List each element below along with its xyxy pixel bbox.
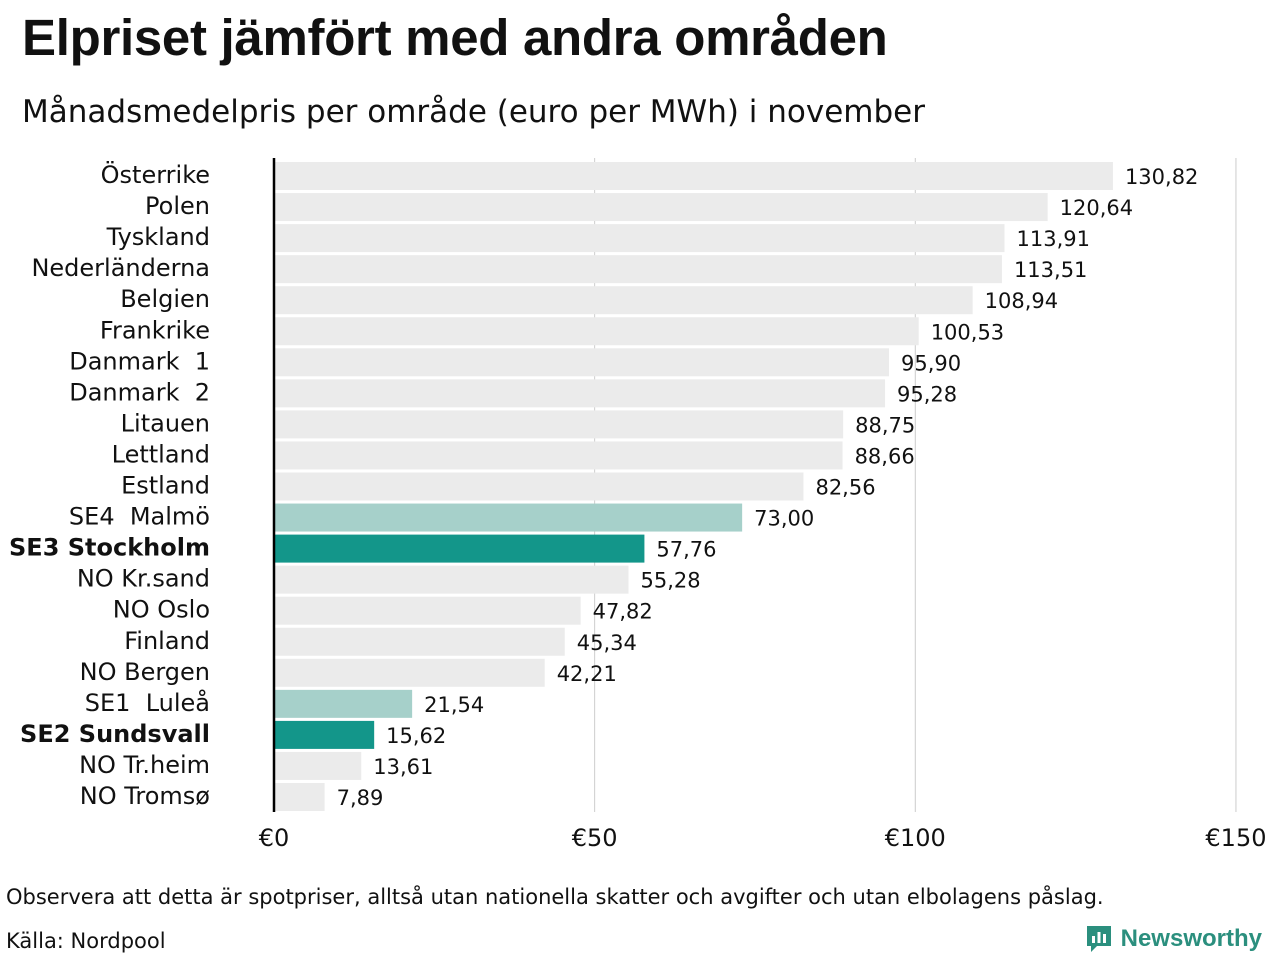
category-label: SE1 Luleå [85,688,210,717]
data-label: 7,89 [337,786,384,810]
category-label: Litauen [121,409,210,437]
bar [274,689,413,718]
x-tick-label: €100 [885,824,946,852]
category-label: NO Oslo [113,596,210,624]
source-note: Källa: Nordpool [6,929,166,953]
category-label: NO Tr.heim [79,751,210,779]
data-label: 113,51 [1014,258,1087,282]
data-label: 73,00 [754,507,814,531]
bar [274,751,362,780]
bar [274,565,629,594]
bar [274,658,545,687]
category-label: SE3 Stockholm [9,534,210,562]
category-label: Tyskland [106,223,210,251]
data-label: 95,90 [901,351,961,375]
bar [274,596,581,625]
data-label: 57,76 [656,538,716,562]
category-label: NO Bergen [80,658,210,686]
category-label: Belgien [120,285,210,313]
bars [274,162,1113,811]
bar [274,193,1048,222]
category-label: Estland [121,472,210,500]
data-label: 95,28 [897,382,957,406]
bar [274,534,645,563]
data-label: 120,64 [1060,196,1133,220]
chart-subtitle: Månadsmedelpris per område (euro per MWh… [22,94,925,130]
x-axis-ticks: €0 €50 €100 €150 [259,824,1267,852]
category-label: Österrike [101,160,210,189]
data-label: 88,66 [855,444,915,468]
category-label: Polen [145,192,210,220]
data-label: 45,34 [577,631,637,655]
brand-name: Newsworthy [1120,925,1262,952]
data-label: 13,61 [373,755,433,779]
x-tick-label: €50 [572,824,618,852]
bar [274,162,1113,190]
category-label: Frankrike [100,316,210,344]
bar [274,348,890,377]
data-label: 130,82 [1125,165,1198,189]
bar [274,286,973,315]
bar [274,472,804,501]
bar [274,627,565,656]
data-label: 108,94 [985,289,1058,313]
bar [274,503,743,532]
data-label: 42,21 [557,662,617,686]
x-tick-label: €0 [259,824,290,852]
bar [274,720,375,749]
bar [274,379,886,408]
data-label: 47,82 [593,600,653,624]
category-label: SE4 Malmö [69,503,210,531]
x-tick-label: €150 [1205,824,1266,852]
value-labels: 130,82 120,64 113,91 113,51 108,94 100,53 95,9… [337,165,1199,810]
category-label: Lettland [112,440,210,468]
footnote: Observera att detta är spotpriser, allts… [6,885,1104,909]
bar [274,255,1002,284]
data-label: 100,53 [931,320,1004,344]
data-label: 55,28 [641,569,701,593]
bar [274,317,919,346]
chart-title: Elpriset jämfört med andra områden [22,9,888,66]
bar [274,441,843,470]
newsworthy-logo-icon [1086,926,1111,952]
category-label: SE2 Sundsvall [20,720,210,748]
data-label: 88,75 [855,413,915,437]
bar [274,224,1005,253]
category-labels: Österrike Polen Tyskland Nederländerna Belgi… [9,160,210,810]
bar [274,410,844,439]
category-label: Finland [124,627,210,655]
category-label: Danmark 2 [69,378,210,406]
data-label: 15,62 [386,724,446,748]
category-label: NO Tromsø [80,782,210,810]
bar-chart: Österrike Polen Tyskland Nederländerna Belgi… [9,158,1267,852]
data-label: 21,54 [424,693,484,717]
category-label: NO Kr.sand [77,565,210,593]
brand-logo: Newsworthy [1085,924,1262,954]
data-label: 113,91 [1017,227,1090,251]
category-label: Danmark 1 [69,347,210,375]
category-label: Nederländerna [31,254,210,282]
bar [274,783,325,811]
data-label: 82,56 [815,476,875,500]
